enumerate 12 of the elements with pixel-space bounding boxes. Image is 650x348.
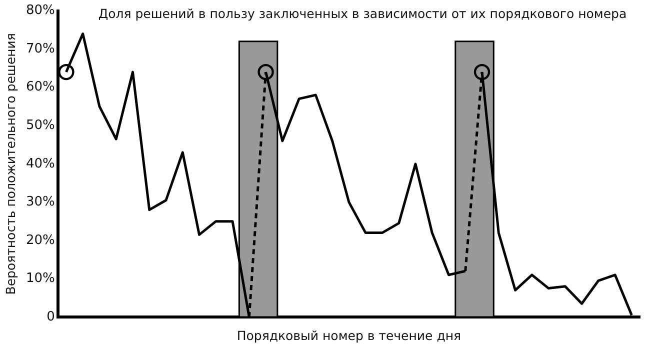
y-tick-label: 80%	[26, 3, 55, 18]
y-tick-label: 40%	[26, 156, 55, 172]
chart-title: Доля решений в пользу заключенных в зависимости от их порядкового номера	[97, 6, 628, 21]
y-tick-label: 70%	[26, 41, 55, 56]
y-tick-label: 60%	[26, 80, 55, 95]
y-axis-title: Вероятность положительного решения	[2, 33, 18, 295]
y-tick-label: 30%	[26, 194, 55, 210]
y-tick-label: 50%	[26, 118, 55, 133]
y-tick-label: 0	[46, 309, 55, 324]
y-tick-label: 10%	[26, 271, 55, 286]
x-axis-title: Порядковый номер в течение дня	[236, 328, 462, 343]
y-tick-label: 20%	[26, 232, 55, 248]
